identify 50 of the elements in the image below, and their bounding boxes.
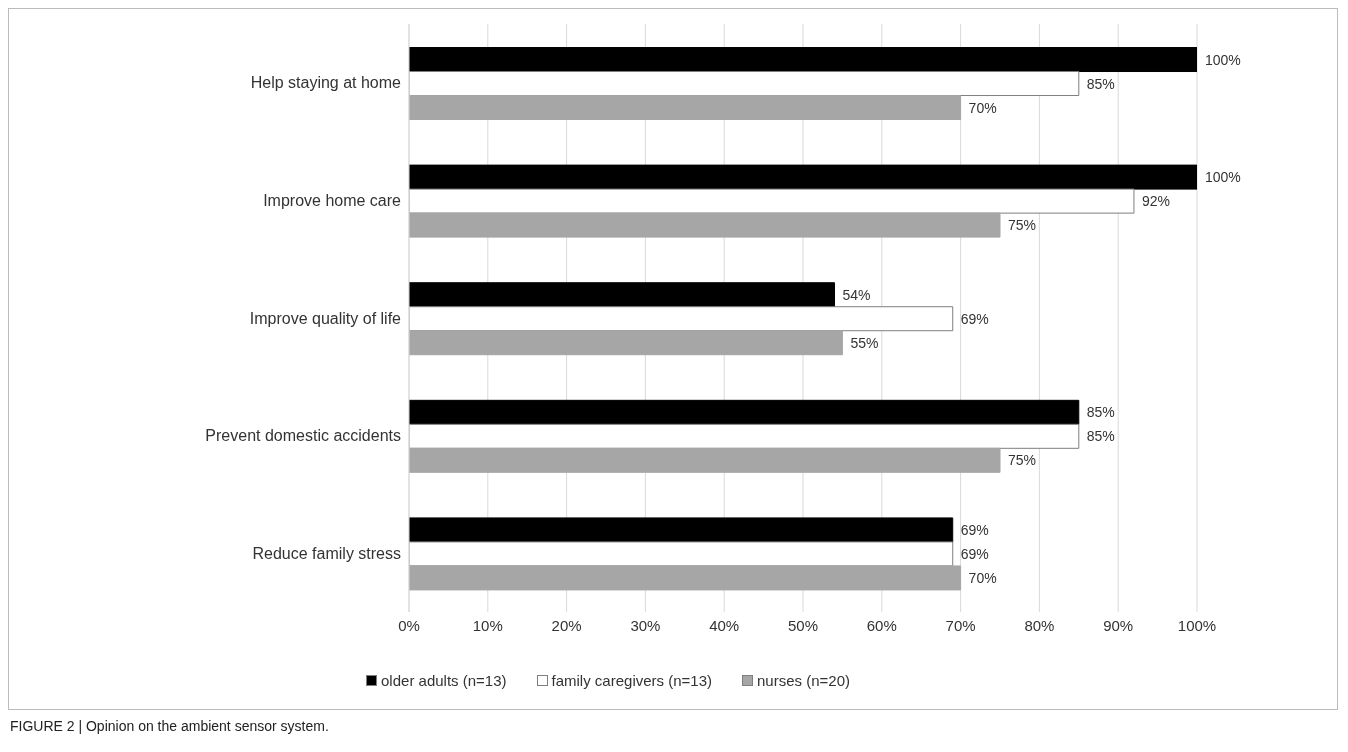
x-tick-label: 70% <box>945 616 976 634</box>
x-tick-label: 0% <box>398 616 420 634</box>
data-label: 70% <box>968 569 997 586</box>
x-tick-label: 80% <box>1024 616 1055 634</box>
data-label: 75% <box>1008 452 1037 469</box>
x-tick-label: 10% <box>472 616 503 634</box>
data-label: 69% <box>960 545 989 562</box>
bar <box>409 330 843 356</box>
bar <box>409 399 1080 425</box>
y-tick-label: Reduce family stress <box>252 544 401 562</box>
y-tick-label: Improve home care <box>263 192 402 210</box>
bar <box>409 164 1197 190</box>
bar <box>409 47 1197 73</box>
bar <box>409 212 1001 238</box>
data-label: 69% <box>960 310 989 327</box>
y-tick-label: Help staying at home <box>250 74 402 92</box>
bar <box>409 306 954 332</box>
legend-label: nurses (n=20) <box>757 672 850 689</box>
bar <box>409 188 1135 214</box>
x-tick-label: 20% <box>551 616 582 634</box>
data-label: 85% <box>1086 404 1115 421</box>
data-label: 55% <box>850 334 879 351</box>
bar <box>409 95 962 121</box>
bar <box>409 541 954 567</box>
data-label: 75% <box>1008 217 1037 234</box>
y-tick-label: Improve quality of life <box>249 309 402 327</box>
bar <box>409 423 1080 449</box>
data-label: 85% <box>1086 428 1115 445</box>
x-tick-label: 30% <box>630 616 661 634</box>
legend-label: family caregivers (n=13) <box>551 672 712 689</box>
x-tick-label: 40% <box>709 616 740 634</box>
data-label: 69% <box>960 521 989 538</box>
bar <box>409 565 962 591</box>
caption: FIGURE 2 | Opinion on the ambient sensor system. <box>10 718 330 734</box>
data-label: 54% <box>842 286 871 303</box>
x-tick-label: 90% <box>1103 616 1134 634</box>
y-tick-label: Prevent domestic accidents <box>205 427 401 445</box>
bar <box>409 71 1080 97</box>
data-label: 85% <box>1086 75 1115 92</box>
bar <box>409 447 1001 473</box>
x-tick-label: 50% <box>787 616 819 634</box>
data-label: 100% <box>1205 51 1241 68</box>
bar <box>409 517 954 543</box>
bar <box>409 282 836 308</box>
x-tick-label: 60% <box>866 616 897 634</box>
data-label: 70% <box>968 99 997 116</box>
data-label: 100% <box>1205 169 1241 186</box>
legend-label: older adults (n=13) <box>381 672 507 689</box>
data-label: 92% <box>1141 193 1170 210</box>
x-tick-label: 100% <box>1177 616 1217 634</box>
